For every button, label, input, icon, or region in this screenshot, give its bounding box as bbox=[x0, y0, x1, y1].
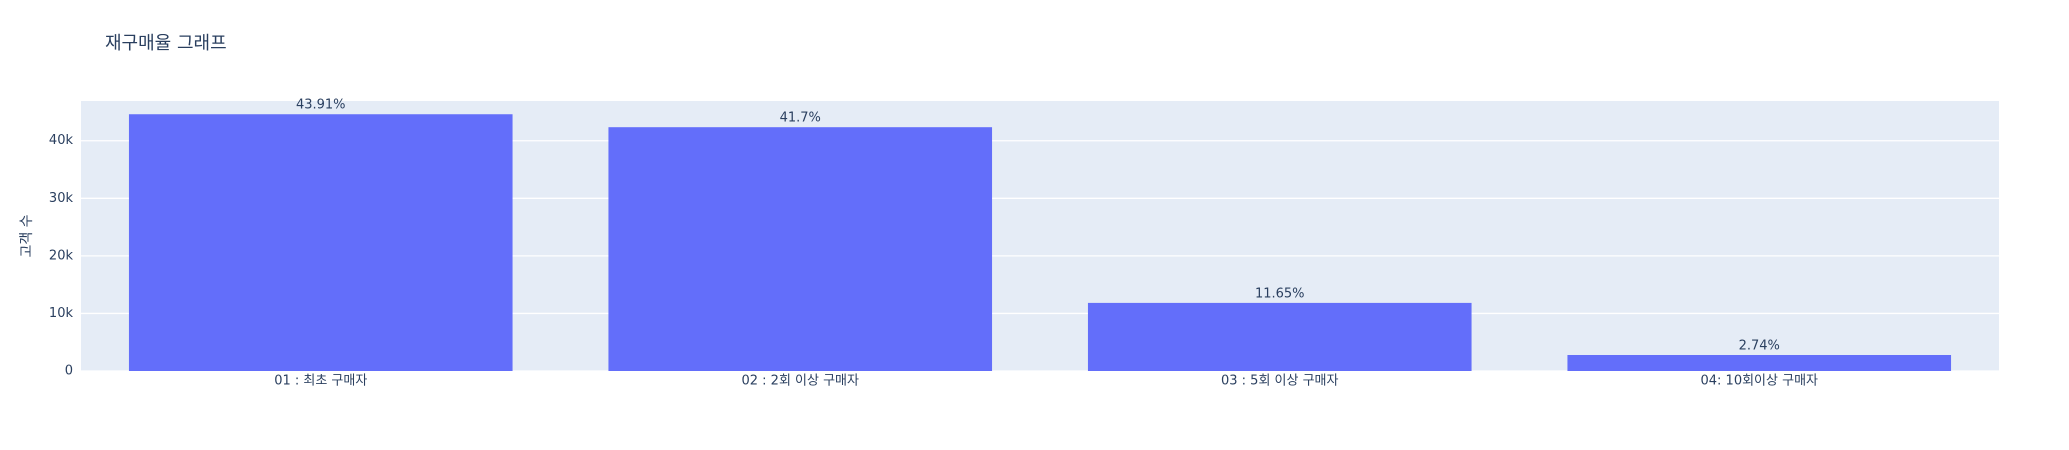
x-tick-label: 03 : 5회 이상 구매자 bbox=[1221, 374, 1339, 389]
y-tick-label: 10k bbox=[49, 306, 74, 321]
y-tick-label: 20k bbox=[49, 248, 74, 263]
bar-text: 41.7% bbox=[780, 111, 821, 126]
x-tick-label: 01 : 최초 구매자 bbox=[274, 374, 367, 389]
bar-text: 43.91% bbox=[296, 98, 346, 113]
bar bbox=[1087, 302, 1472, 371]
chart-title: 재구매율 그래프 bbox=[105, 33, 227, 54]
y-tick-label: 0 bbox=[65, 364, 73, 379]
y-tick-label: 40k bbox=[49, 133, 74, 148]
x-tick-label: 04: 10회이상 구매자 bbox=[1701, 374, 1819, 389]
bar bbox=[608, 127, 993, 371]
bar bbox=[1567, 354, 1952, 371]
x-tick-label: 02 : 2회 이상 구매자 bbox=[742, 374, 860, 389]
bar-text: 11.65% bbox=[1255, 286, 1305, 301]
bar bbox=[128, 114, 513, 371]
y-tick-label: 30k bbox=[49, 191, 74, 206]
bar-text: 2.74% bbox=[1739, 338, 1780, 353]
y-axis-title: 고객 수 bbox=[19, 214, 35, 257]
